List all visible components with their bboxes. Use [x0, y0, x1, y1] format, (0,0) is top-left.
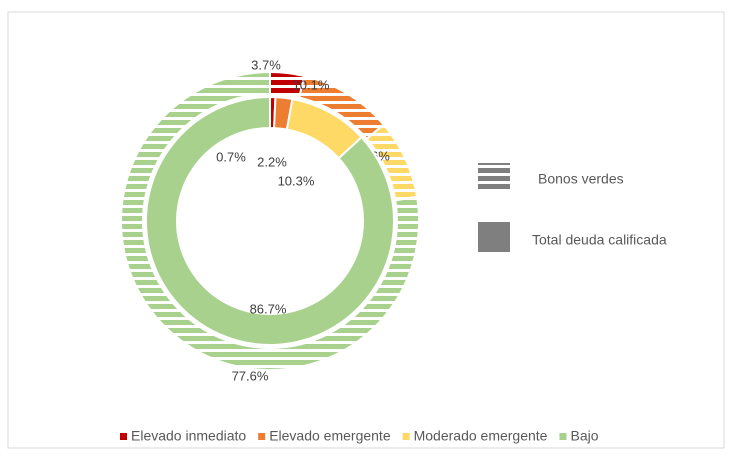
legend-swatch: [478, 163, 510, 191]
legend-swatch: [402, 433, 410, 440]
donut-segment: [120, 70, 420, 371]
data-label: 10.3%: [278, 173, 315, 188]
data-label: 3.7%: [251, 57, 281, 72]
legend-swatch: [120, 433, 127, 440]
data-label: 2.2%: [257, 154, 287, 169]
legend-label: Moderado emergente: [414, 428, 548, 444]
legend-label: Bonos verdes: [538, 171, 624, 187]
donut-segment: [145, 95, 395, 346]
legend-label: Bajo: [570, 428, 598, 444]
legend-label: Total deuda calificada: [532, 232, 667, 248]
legend-swatch: [478, 222, 510, 252]
legend-swatch: [258, 433, 266, 440]
data-label: 77.6%: [232, 368, 269, 383]
legend-swatch: [559, 433, 567, 440]
legend-label: Elevado inmediato: [131, 428, 246, 444]
legend-label: Elevado emergente: [269, 428, 391, 444]
data-label: 86.7%: [250, 301, 287, 316]
data-label: 10.1%: [293, 77, 330, 92]
data-label: 0.7%: [216, 149, 246, 164]
